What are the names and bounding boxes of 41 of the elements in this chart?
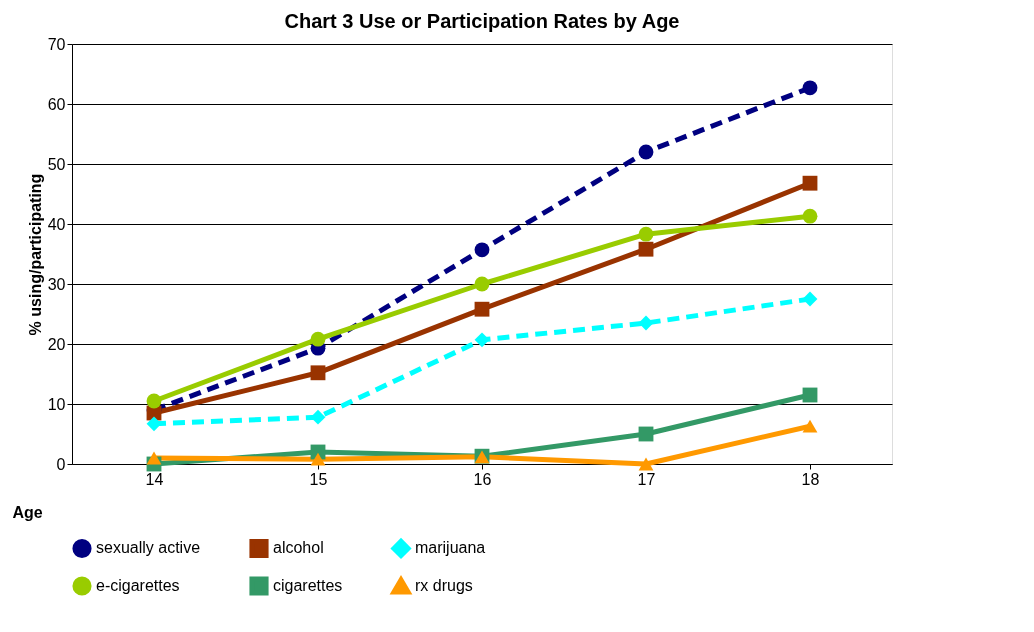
y-tick-label: 50 (47, 155, 66, 173)
point (802, 419, 818, 433)
y-axis-title: % using/participating (26, 173, 44, 336)
y-tick-label: 40 (47, 215, 66, 233)
point (310, 452, 326, 466)
point (474, 276, 490, 292)
point (310, 365, 326, 381)
point (638, 241, 654, 257)
point (474, 301, 490, 317)
point (310, 331, 326, 347)
y-tick-label: 70 (47, 35, 66, 53)
y-tick-label: 10 (47, 395, 66, 413)
y-tick-label: 60 (47, 95, 66, 113)
point (802, 208, 818, 224)
y-tick-label: 0 (56, 455, 66, 473)
legend-label: alcohol (273, 539, 324, 557)
point (638, 226, 654, 242)
x-tick-label: 17 (637, 470, 656, 488)
point (146, 451, 162, 465)
point (638, 457, 654, 471)
point (474, 242, 490, 258)
x-tick-label: 15 (309, 470, 328, 488)
x-tick-label: 18 (801, 470, 820, 488)
y-tick-label: 30 (47, 275, 66, 293)
legend-label: sexually active (96, 539, 201, 557)
point (802, 175, 818, 191)
point (638, 315, 654, 331)
point (474, 332, 490, 348)
legend-label: rx drugs (415, 577, 473, 594)
x-tick-label: 14 (145, 470, 164, 488)
y-tick-label: 20 (47, 335, 66, 353)
point (638, 144, 654, 160)
legend-label: e-cigarettes (96, 577, 180, 594)
x-tick-label: 16 (473, 470, 492, 488)
point (802, 291, 818, 307)
point (802, 80, 818, 96)
point (146, 393, 162, 409)
legend-label: cigarettes (273, 577, 343, 594)
chart-title: Chart 3 Use or Participation Rates by Age (284, 10, 680, 32)
legend-label: marijuana (415, 539, 486, 557)
x-axis-title: Age (12, 503, 43, 521)
